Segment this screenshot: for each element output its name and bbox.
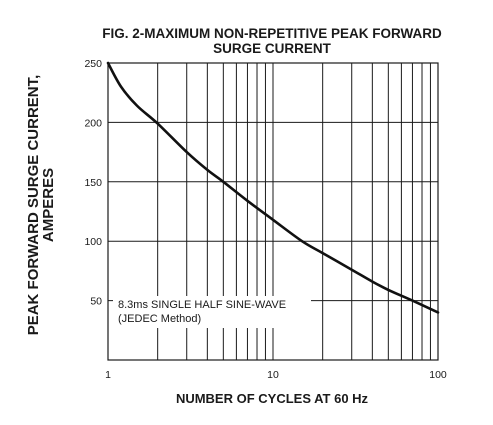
x-tick-label: 100 xyxy=(429,369,447,381)
y-tick-label: 50 xyxy=(90,296,102,308)
chart-title-line-2: SURGE CURRENT xyxy=(213,41,332,56)
annotation-line-2: (JEDEC Method) xyxy=(118,313,201,325)
x-tick-label: 10 xyxy=(267,369,279,381)
annotation-background xyxy=(113,296,311,328)
chart-title-line-1: FIG. 2-MAXIMUM NON-REPETITIVE PEAK FORWA… xyxy=(102,26,442,41)
grid xyxy=(108,63,438,360)
x-axis-label: NUMBER OF CYCLES AT 60 Hz xyxy=(176,391,369,406)
y-tick-label: 250 xyxy=(84,58,102,70)
y-axis-label-line-1: PEAK FORWARD SURGE CURRENT, xyxy=(25,75,42,336)
x-tick-label: 1 xyxy=(105,369,111,381)
y-tick-label: 100 xyxy=(84,236,102,248)
y-tick-label: 150 xyxy=(84,177,102,189)
y-axis-label-line-2: AMPERES xyxy=(40,168,57,242)
annotation-line-1: 8.3ms SINGLE HALF SINE-WAVE xyxy=(118,299,286,311)
plot-frame xyxy=(107,62,439,361)
surge-curve xyxy=(106,61,440,314)
y-axis-label: PEAK FORWARD SURGE CURRENT, AMPERES xyxy=(25,75,57,336)
y-tick-label: 200 xyxy=(84,117,102,129)
tick-labels: 50 100 150 200 250 1 10 100 xyxy=(84,58,446,381)
